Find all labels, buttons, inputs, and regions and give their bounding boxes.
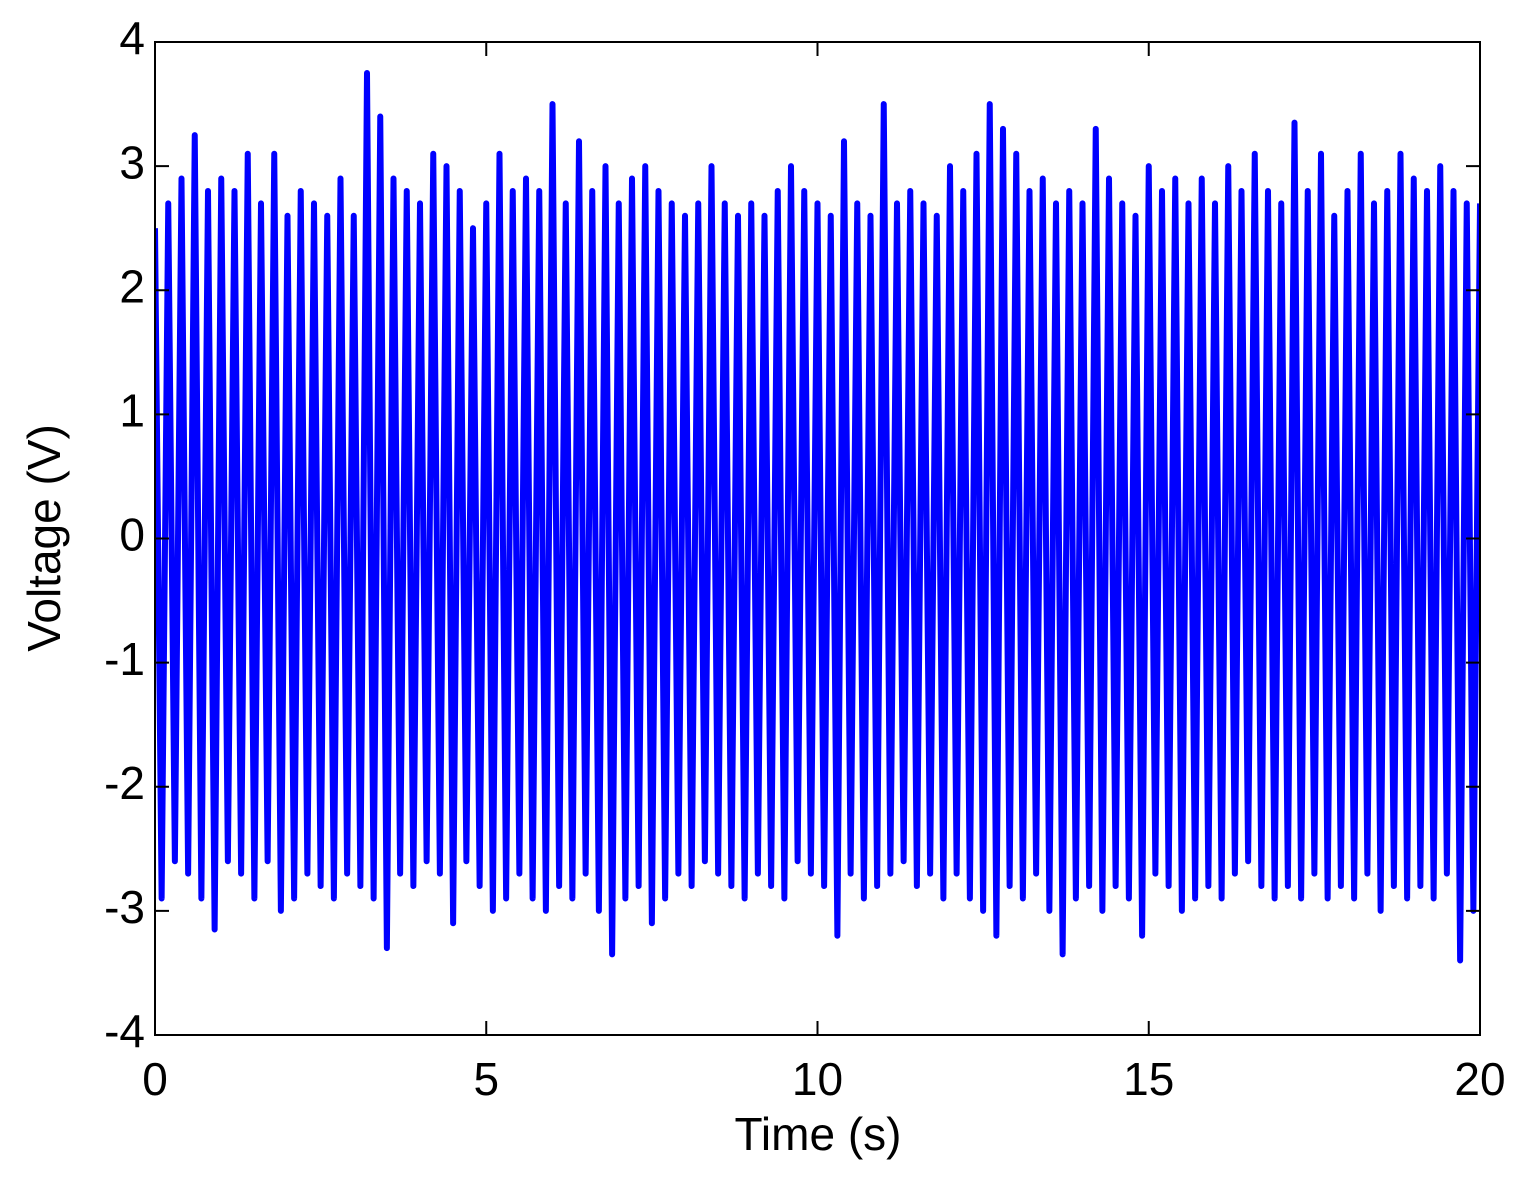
y-tick-label: 4 xyxy=(119,12,145,64)
y-axis-label: Voltage (V) xyxy=(18,424,70,652)
y-tick-label: -4 xyxy=(104,1005,145,1057)
x-tick-label: 0 xyxy=(142,1053,168,1105)
y-tick-label: 0 xyxy=(119,509,145,561)
y-tick-label: 3 xyxy=(119,136,145,188)
y-tick-label: -2 xyxy=(104,757,145,809)
x-tick-label: 20 xyxy=(1454,1053,1505,1105)
x-tick-label: 5 xyxy=(473,1053,499,1105)
y-tick-label: -3 xyxy=(104,881,145,933)
y-tick-label: 1 xyxy=(119,385,145,437)
x-axis-label: Time (s) xyxy=(735,1108,902,1160)
plot-frame xyxy=(154,41,1481,1036)
signal-line xyxy=(155,70,1480,964)
x-tick-label: 15 xyxy=(1123,1053,1174,1105)
x-tick-label: 10 xyxy=(792,1053,843,1105)
y-tick-label: -1 xyxy=(104,633,145,685)
y-tick-label: 2 xyxy=(119,260,145,312)
